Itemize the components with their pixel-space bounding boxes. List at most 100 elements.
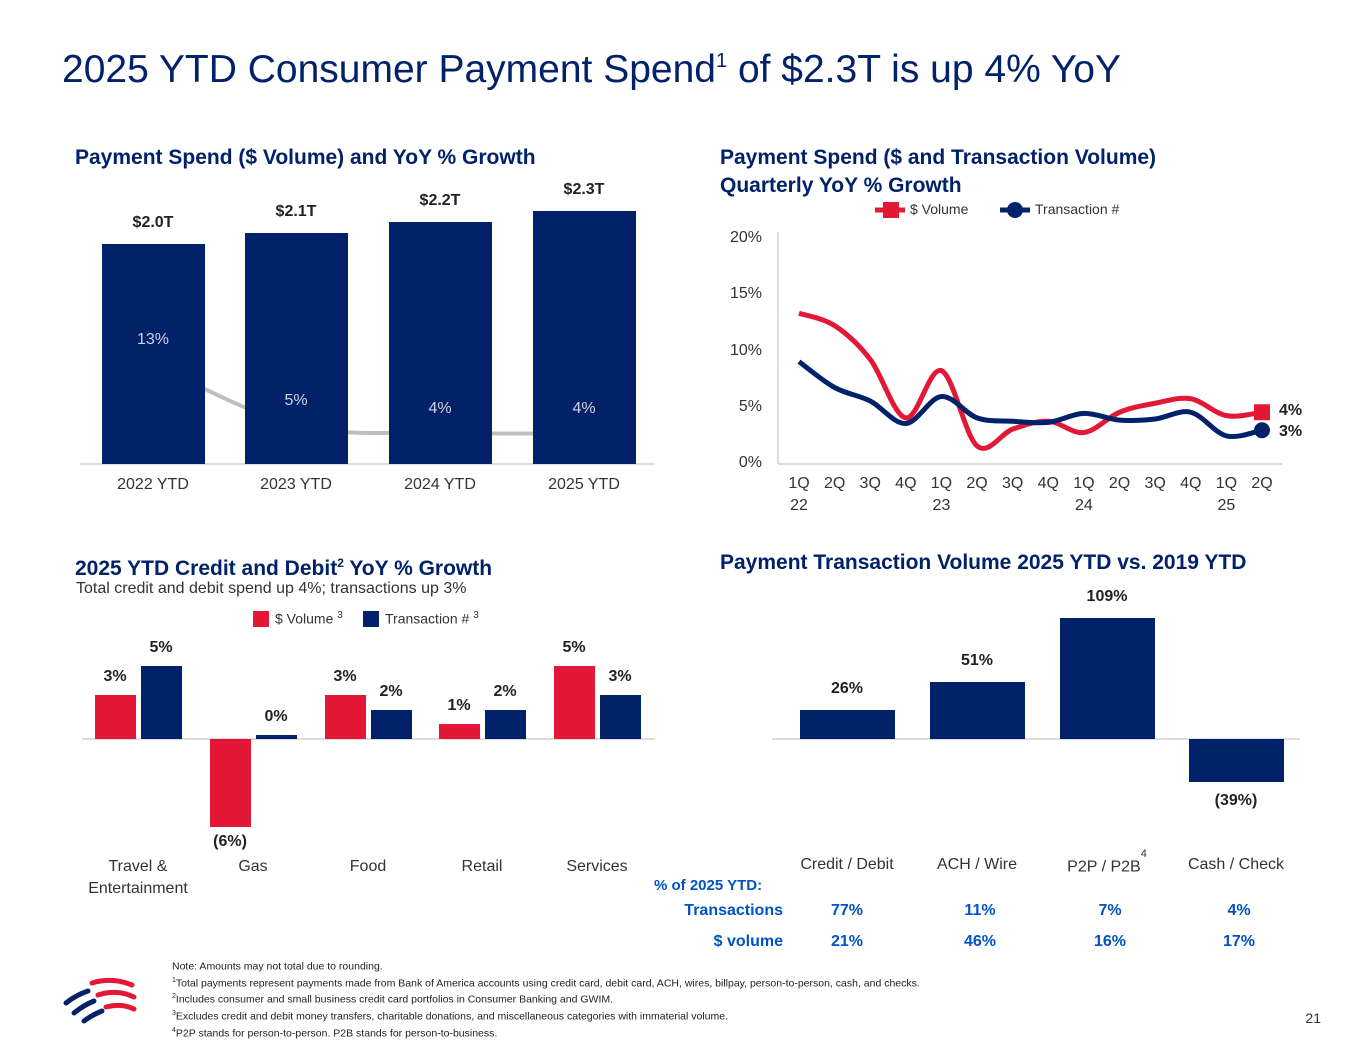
title-text: 2025 YTD Consumer Payment Spend [62, 48, 716, 91]
chart1-category-label: 2025 YTD [548, 476, 620, 493]
chart2-x-tick-label: 1Q [1215, 475, 1238, 492]
chart4-category-label: Cash / Check [1188, 856, 1284, 874]
chart4-bar [800, 710, 895, 739]
chart1-growth-label: 4% [572, 400, 596, 417]
chart3-value-label: (6%) [213, 832, 247, 850]
chart3-bar [95, 695, 136, 739]
chart2-y-tick-label: 5% [738, 397, 762, 415]
chart2-x-tick-label: 4Q [1180, 475, 1202, 492]
chart1-bar [532, 211, 636, 464]
chart2-x-tick-label: 2Q [966, 475, 988, 492]
chart2-y-tick-label: 0% [738, 454, 762, 471]
chart2-title-line2: Quarterly YoY % Growth [720, 174, 962, 197]
chart1-category-label: 2024 YTD [404, 476, 476, 493]
chart3-bar [485, 709, 526, 739]
chart3-bar [554, 666, 595, 739]
chart3-title-rest: YoY % Growth [343, 557, 493, 580]
footnote-sup: 4 [172, 1026, 176, 1034]
footnote-sup: 1 [172, 976, 176, 984]
chart1-growth-label: 13% [136, 330, 170, 348]
chart2-x-tick-label: 2Q [1251, 475, 1273, 492]
category-text: P2P / P2B [1067, 858, 1141, 876]
chart3-legend-swatch [363, 611, 379, 627]
chart3-value-label: 2% [493, 682, 517, 700]
chart4-value-label: 26% [830, 680, 864, 698]
table-cell: 21% [830, 933, 864, 950]
chart1-value-label: $2.0T [132, 214, 174, 231]
chart3-bar [325, 695, 366, 739]
chart2-legend-label: Transaction # [1035, 201, 1120, 217]
chart4-title: Payment Transaction Volume 2025 YTD vs. … [720, 551, 1247, 574]
chart2-x-tick-label: 1Q [788, 475, 810, 492]
page-title: 2025 YTD Consumer Payment Spend1 of $2.3… [62, 48, 1121, 92]
chart1-value-label: $2.1T [275, 203, 317, 220]
chart3-value-label: 3% [333, 668, 357, 686]
chart4-bar [1060, 618, 1155, 739]
chart3-value-label: 3% [103, 668, 127, 686]
chart2-x-tick-label: 3Q [1144, 475, 1166, 492]
chart2-series-line [798, 310, 1263, 451]
chart3-value-label: 5% [149, 639, 173, 656]
category-text: Cash / Check [1187, 856, 1285, 873]
chart3-value-label: 5% [562, 639, 586, 656]
chart3-legend-swatch [253, 611, 269, 627]
table-row-label: $ volume [713, 933, 783, 950]
chart2-x-year-label: 22 [790, 497, 808, 514]
chart2-x-tick-label: 4Q [1037, 475, 1059, 492]
chart4-value-label: 51% [960, 652, 994, 670]
chart3-subtitle: Total credit and debit spend up 4%; tran… [76, 580, 467, 597]
category-sup: 4 [1140, 848, 1147, 860]
chart3-title-text: 2025 YTD Credit and Debit [75, 557, 338, 580]
chart1-bar [244, 233, 348, 464]
chart4-value-label: 109% [1086, 588, 1128, 605]
table-cell: 7% [1098, 902, 1122, 919]
chart3-bar [371, 709, 412, 739]
chart3-category-label: Services [566, 858, 628, 875]
chart3-title: 2025 YTD Credit and Debit2 YoY % Growth [75, 549, 492, 583]
chart3-category-label: Retail [461, 858, 503, 875]
table-cell: 4% [1227, 902, 1251, 919]
chart3-value-label: 3% [608, 668, 632, 686]
footnote-text: Note: Amounts may not total due to round… [172, 960, 383, 973]
chart2-x-tick-label: 3Q [1002, 475, 1024, 492]
chart2-series-line [797, 359, 1263, 440]
legend-text: $ Volume [275, 610, 334, 627]
category-text: ACH / Wire [937, 856, 1017, 873]
chart4-category-label: P2P / P2B4 [1067, 848, 1147, 876]
footnote-text: Total payments represent payments made f… [175, 977, 920, 990]
chart2-x-year-label: 24 [1075, 497, 1093, 514]
chart2-end-marker [1254, 404, 1270, 421]
table-cell: 16% [1093, 933, 1127, 950]
footnote-text: Excludes credit and debit money transfer… [175, 1010, 729, 1023]
footnote-text: Includes consumer and small business cre… [175, 993, 614, 1006]
chart3-value-label: 1% [447, 697, 471, 715]
chart1-growth-label: 4% [428, 400, 452, 417]
chart1-value-label: $2.3T [563, 181, 605, 198]
chart3-category-label: Gas [238, 858, 268, 875]
chart3-bar [141, 666, 182, 739]
footnote: Note: Amounts may not total due to round… [172, 957, 920, 974]
category-text: Credit / Debit [800, 856, 894, 873]
chart4-category-label: ACH / Wire [937, 856, 1017, 874]
footnote: 4P2P stands for person-to-person. P2B st… [172, 1024, 920, 1041]
chart1-bar [388, 222, 492, 464]
chart4-category-label: Credit / Debit [800, 856, 893, 874]
chart3-value-label: 2% [379, 682, 403, 700]
table-cell: 46% [963, 933, 997, 950]
chart2-title-line1: Payment Spend ($ and Transaction Volume) [720, 146, 1157, 169]
chart1-growth-line [152, 362, 585, 436]
chart1-growth-label: 5% [284, 392, 308, 410]
chart3-title-sup: 2 [337, 556, 344, 570]
footnote-sup: 3 [172, 1010, 176, 1018]
chart4-bar [1189, 739, 1284, 783]
footnote: 2Includes consumer and small business cr… [172, 990, 920, 1007]
footnotes: Note: Amounts may not total due to round… [172, 957, 920, 1041]
chart3-value-label: 0% [264, 708, 288, 725]
footnote-text: P2P stands for person-to-person. P2B sta… [175, 1027, 498, 1040]
chart3-legend-label: Transaction # 3 [385, 610, 479, 627]
footnote: 3Excludes credit and debit money transfe… [172, 1007, 920, 1024]
chart2-end-label: 3% [1279, 423, 1303, 440]
title-footnote-ref: 1 [715, 50, 728, 72]
chart3-category-label: Travel & Entertainment [88, 858, 188, 897]
chart2-y-tick-label: 20% [729, 229, 762, 246]
